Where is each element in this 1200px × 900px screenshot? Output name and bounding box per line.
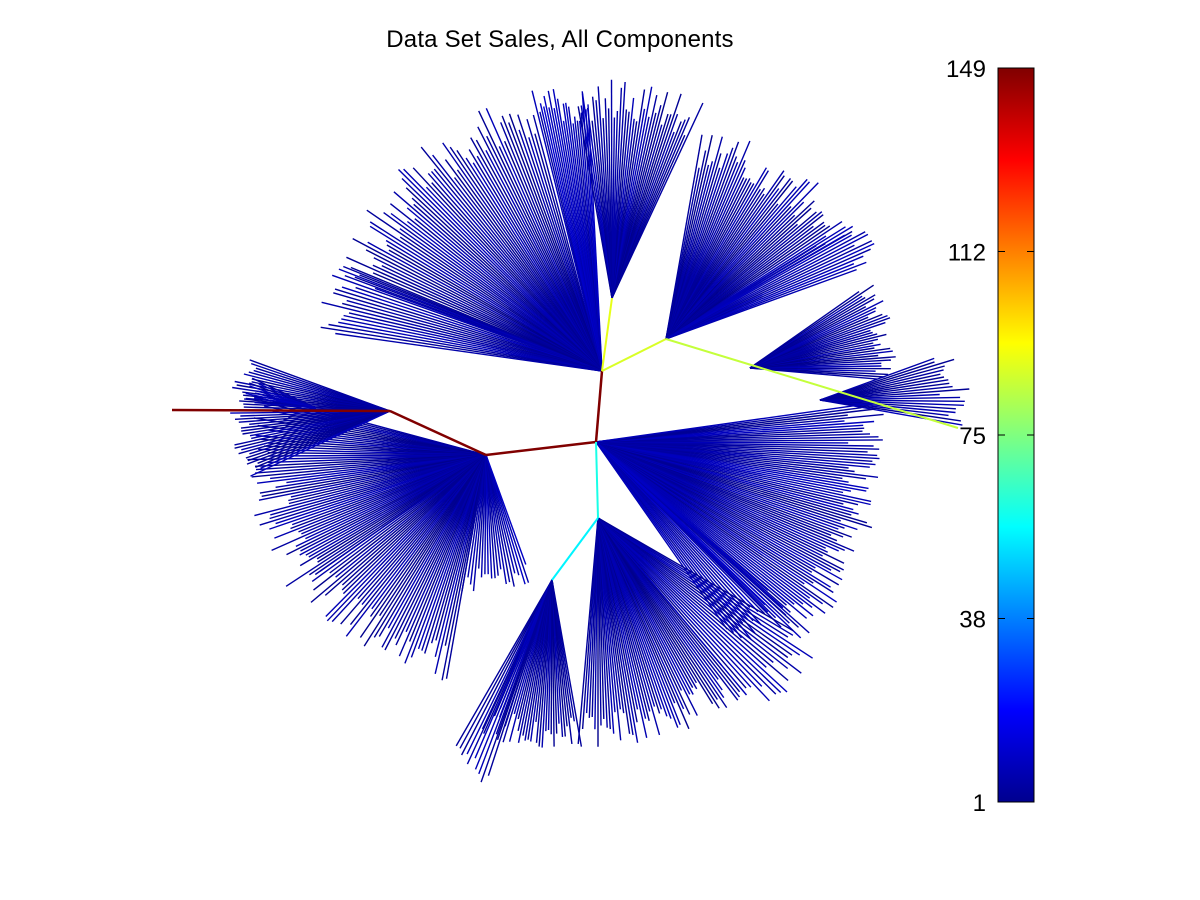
- leaf-branch: [749, 291, 860, 369]
- colorbar-tick-label: 1: [973, 790, 986, 817]
- leaf-branch: [597, 517, 782, 694]
- leaf-branch: [460, 579, 553, 756]
- leaf-branch: [487, 579, 553, 776]
- leaf-branch: [474, 579, 553, 770]
- leaf-branch: [819, 357, 935, 401]
- leaf-branch: [595, 441, 788, 603]
- leaf-branch: [466, 579, 553, 765]
- leaf-branch: [474, 579, 553, 759]
- leaf-branch: [459, 579, 553, 749]
- tree-edges: [171, 297, 959, 581]
- leaf-branch: [335, 332, 603, 372]
- tree-edge: [594, 370, 604, 443]
- leaf-branch: [254, 401, 317, 409]
- leaf-branch: [597, 517, 802, 674]
- leaf-branch: [250, 410, 391, 477]
- tree-edge: [551, 517, 599, 581]
- leaf-branch: [485, 454, 527, 565]
- leaf-branch: [478, 579, 553, 775]
- leaf-branch: [455, 579, 553, 747]
- leaf-branch: [597, 517, 763, 687]
- chart-title: Data Set Sales, All Components: [386, 26, 734, 53]
- colorbar-tick-label: 112: [948, 240, 986, 267]
- tree-edge: [171, 408, 391, 413]
- tree-edge: [389, 409, 487, 457]
- leaf-branch: [480, 579, 553, 783]
- leaf-branch: [665, 226, 846, 340]
- leaf-branch: [597, 517, 788, 693]
- leaf-branch: [597, 517, 801, 656]
- leaf-branch: [597, 517, 748, 696]
- leaf-branch: [531, 90, 603, 372]
- leaf-branch: [551, 579, 583, 747]
- leaf-branch: [597, 517, 789, 682]
- leaf-branch: [597, 517, 770, 702]
- leaf-branch: [595, 401, 882, 443]
- colorbar-ticks: 1 38 75 112 149: [946, 56, 1034, 817]
- leaf-branch: [466, 579, 553, 755]
- leaf-branch: [597, 517, 794, 632]
- tree-edge: [601, 297, 613, 372]
- colorbar-tick-label: 149: [946, 56, 986, 83]
- leaf-branch: [597, 517, 793, 656]
- tree-edge: [485, 440, 597, 457]
- leaf-branch: [597, 517, 813, 659]
- leaf-branch: [597, 517, 777, 695]
- leaf-fans: [230, 79, 970, 783]
- colorbar: 1 38 75 112 149: [946, 56, 1035, 817]
- colorbar-tick-label: 75: [959, 423, 986, 450]
- leaf-branch: [577, 106, 613, 299]
- leaf-branch: [597, 517, 789, 659]
- tree-edge: [665, 338, 959, 429]
- tree-edge: [595, 441, 599, 519]
- tree-edge: [601, 338, 667, 372]
- colorbar-tick-label: 38: [959, 607, 986, 634]
- leaf-branch: [597, 517, 789, 670]
- leaf-branch: [665, 134, 703, 340]
